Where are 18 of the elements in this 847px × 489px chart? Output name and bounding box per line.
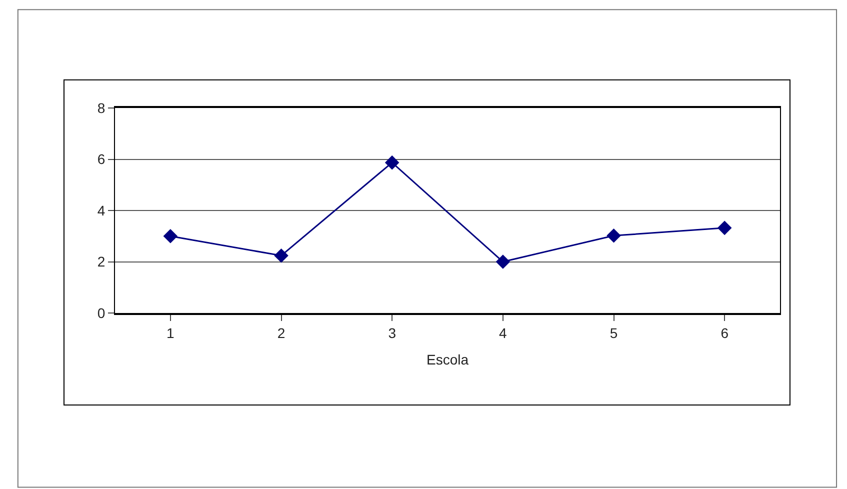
y-tick-label: 6: [97, 151, 106, 168]
point: [163, 228, 178, 244]
x-tick-label: 5: [610, 324, 618, 341]
y-tick-label: 4: [97, 202, 106, 218]
y-tick-label: 2: [97, 254, 106, 270]
point: [384, 155, 400, 170]
point: [717, 220, 732, 236]
x-axis-title: Escola: [426, 352, 469, 368]
x-tick-label: 6: [720, 324, 729, 341]
x-tick-label: 2: [277, 324, 286, 341]
x-tick-label: 4: [499, 324, 508, 341]
point: [496, 254, 510, 269]
y-tick-label: 8: [97, 100, 106, 116]
point: [274, 248, 288, 263]
y-tick-label: 0: [97, 304, 106, 321]
point: [606, 228, 621, 243]
x-tick-label: 3: [388, 324, 396, 341]
x-tick-label: 1: [166, 324, 175, 341]
